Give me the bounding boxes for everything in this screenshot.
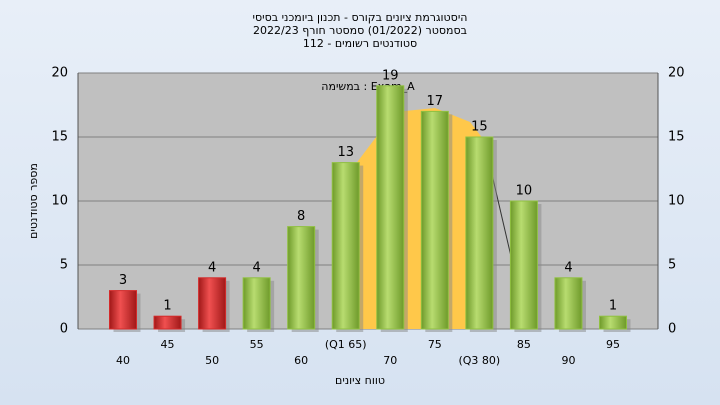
y-tick-label: 20	[668, 66, 685, 81]
x-tick-label: 85	[517, 338, 531, 351]
chart-title: היסטוגרמת ציונים בקורס - תכנון ביומכני ב…	[253, 11, 468, 24]
bar	[331, 162, 360, 330]
y-tick-label: 15	[51, 130, 68, 145]
value-label: 13	[337, 145, 354, 160]
value-label: 1	[163, 299, 171, 314]
x-axis-label: טווח ציונים	[335, 374, 385, 387]
quartile-area	[355, 108, 484, 329]
x-tick-label: 60	[294, 354, 308, 367]
value-label: 8	[297, 209, 305, 224]
x-tick-label: 55	[250, 338, 264, 351]
bar	[420, 110, 449, 330]
y-tick-label: 5	[668, 258, 676, 273]
x-tick-label: (Q3 80)	[458, 354, 500, 367]
x-tick-label: (Q1 65)	[325, 338, 367, 351]
y-tick-label: 15	[668, 130, 685, 145]
value-label: 10	[516, 184, 533, 199]
y-tick-label: 5	[60, 258, 68, 273]
x-tick-label: 45	[161, 338, 175, 351]
bar	[465, 136, 494, 330]
y-tick-label: 0	[60, 322, 68, 337]
x-tick-label: 90	[561, 354, 575, 367]
x-tick-label: 75	[428, 338, 442, 351]
x-tick-label: 40	[116, 354, 130, 367]
value-label: 17	[427, 94, 444, 109]
bar	[509, 200, 538, 330]
y-axis-label: מספר סטודנטים	[27, 163, 40, 239]
x-tick-label: 70	[383, 354, 397, 367]
value-label: 15	[471, 120, 488, 135]
value-label: 4	[208, 260, 216, 275]
chart-subtitle: בסמסטר (01/2022) סמסטר חורף 2022/23	[253, 24, 467, 37]
bar	[242, 277, 271, 330]
y-tick-label: 20	[51, 66, 68, 81]
bar	[153, 315, 182, 330]
x-tick-label: 50	[205, 354, 219, 367]
bar	[376, 85, 405, 330]
value-label: 4	[252, 260, 260, 275]
chart-subtitle: סטודנטים רשומים - 112	[303, 37, 417, 50]
y-tick-label: 10	[668, 194, 685, 209]
y-tick-label: 10	[51, 194, 68, 209]
bar	[109, 290, 137, 330]
y-tick-label: 0	[668, 322, 676, 337]
value-label: 19	[382, 68, 399, 83]
bar	[599, 315, 627, 330]
value-label: 3	[119, 273, 127, 288]
bar	[287, 226, 316, 330]
bar	[198, 277, 227, 330]
x-tick-label: 95	[606, 338, 620, 351]
value-label: 1	[609, 299, 617, 314]
value-label: 4	[564, 260, 572, 275]
bar	[554, 277, 583, 330]
